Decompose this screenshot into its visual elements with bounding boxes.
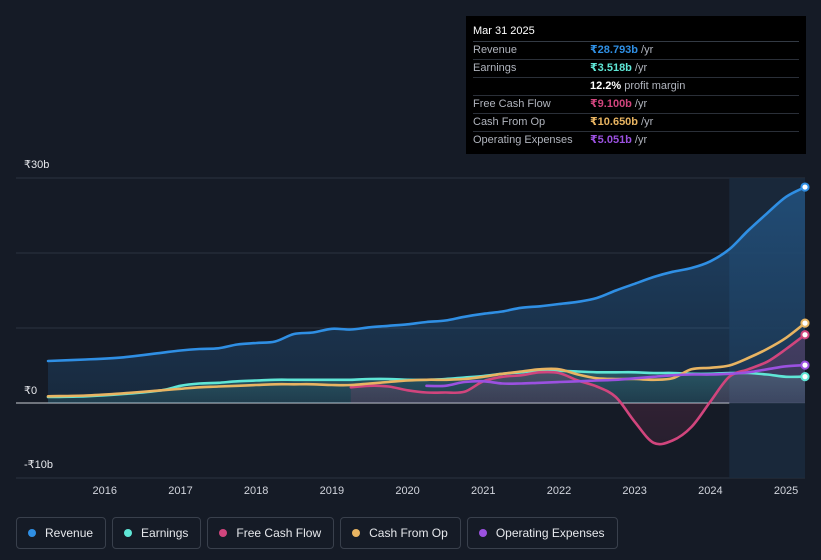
- tooltip-row: Operating Expenses ₹5.051b/yr: [473, 132, 799, 149]
- tooltip-row: 12.2% profit margin: [473, 78, 799, 96]
- legend-dot-icon: [352, 529, 361, 537]
- operating-expenses-end-marker: [800, 360, 810, 370]
- revenue-end-marker: [800, 182, 810, 192]
- legend-label: Revenue: [45, 526, 94, 540]
- legend-item-earnings[interactable]: Earnings: [112, 517, 202, 549]
- tooltip-row: Revenue ₹28.793b/yr: [473, 42, 799, 60]
- tooltip-row-label: Operating Expenses: [473, 134, 573, 146]
- x-tick-label: 2025: [773, 485, 799, 497]
- x-tick-label: 2016: [92, 485, 118, 497]
- legend-dot-icon: [124, 529, 133, 537]
- tooltip-row-unit: /yr: [634, 134, 648, 146]
- tooltip-row-unit: /yr: [641, 116, 654, 128]
- x-tick-label: 2022: [546, 485, 572, 497]
- y-tick-label: -₹10b: [24, 459, 54, 471]
- tooltip-row-unit: /yr: [641, 44, 654, 56]
- x-tick-label: 2020: [395, 485, 420, 497]
- tooltip-date: Mar 31 2025: [473, 24, 799, 42]
- tooltip-row-value: ₹10.650b: [590, 116, 639, 128]
- tooltip-row-unit: /yr: [634, 62, 648, 74]
- tooltip-row-value: ₹28.793b: [590, 44, 639, 56]
- free-cash-flow-end-marker: [800, 330, 810, 340]
- tooltip-row-label: Free Cash Flow: [473, 98, 551, 110]
- tooltip-row-unit: /yr: [634, 98, 648, 110]
- tooltip: Mar 31 2025 Revenue ₹28.793b/yr Earnings ₹3…: [466, 16, 806, 154]
- legend-dot-icon: [478, 529, 487, 537]
- x-tick-label: 2019: [319, 485, 345, 497]
- legend-item-revenue[interactable]: Revenue: [16, 517, 107, 549]
- tooltip-row-value: 12.2%: [590, 80, 622, 92]
- x-tick-label: 2017: [168, 485, 193, 497]
- end-markers: [800, 182, 810, 382]
- tooltip-row: Earnings ₹3.518b/yr: [473, 60, 799, 78]
- series-lines: [46, 185, 807, 446]
- legend-dot-icon: [219, 529, 228, 537]
- tooltip-row-value: ₹3.518b: [590, 62, 632, 74]
- tooltip-row-label: [473, 78, 590, 95]
- tooltip-row-label: Earnings: [473, 62, 517, 74]
- legend-dot-icon: [28, 529, 36, 537]
- legend-item-free-cash-flow[interactable]: Free Cash Flow: [207, 517, 335, 549]
- x-tick-label: 2024: [698, 485, 723, 497]
- legend-label: Earnings: [141, 526, 189, 540]
- legend-label: Free Cash Flow: [236, 526, 322, 540]
- x-tick-label: 2021: [471, 485, 496, 497]
- free-cash-flow-area: [350, 334, 805, 445]
- series-areas: [48, 187, 805, 445]
- legend-item-cash-from-op[interactable]: Cash From Op: [340, 517, 461, 549]
- operating-expenses-line: [425, 363, 807, 388]
- revenue-area: [48, 187, 805, 403]
- earnings-end-marker: [800, 372, 810, 382]
- y-tick-label: ₹30b: [24, 159, 50, 171]
- tooltip-row: Free Cash Flow ₹9.100b/yr: [473, 96, 799, 114]
- legend-label: Operating Expenses: [495, 526, 605, 540]
- tooltip-row-label: Cash From Op: [473, 116, 546, 128]
- legend: Revenue Earnings Free Cash Flow Cash From O…: [16, 517, 618, 549]
- cash-from-op-end-marker: [800, 318, 810, 328]
- tooltip-row-value: ₹9.100b: [590, 98, 632, 110]
- legend-item-operating-expenses[interactable]: Operating Expenses: [466, 517, 618, 549]
- tooltip-rows: Revenue ₹28.793b/yr Earnings ₹3.518b/yr 12.2…: [473, 42, 799, 149]
- tooltip-row-unit: profit margin: [624, 80, 686, 92]
- tooltip-row: Cash From Op ₹10.650b/yr: [473, 114, 799, 132]
- revenue-line: [46, 185, 807, 363]
- tooltip-row-label: Revenue: [473, 44, 518, 56]
- x-tick-label: 2018: [243, 485, 269, 497]
- legend-label: Cash From Op: [369, 526, 448, 540]
- x-tick-label: 2023: [622, 485, 647, 497]
- tooltip-row-value: ₹5.051b: [590, 134, 632, 146]
- cash-from-op-line: [46, 321, 807, 398]
- y-tick-label: ₹0: [24, 385, 38, 397]
